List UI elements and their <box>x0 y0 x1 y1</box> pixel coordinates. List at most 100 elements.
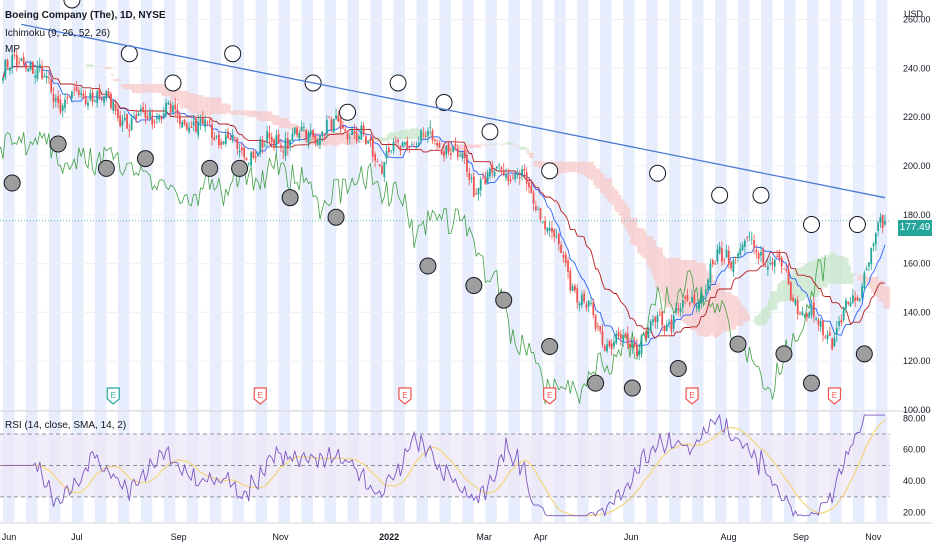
candle-body <box>93 100 96 102</box>
cloud-segment <box>802 265 806 301</box>
cloud-segment <box>106 66 110 69</box>
week-stripe <box>692 0 704 522</box>
cloud-segment <box>597 168 601 189</box>
cloud-segment <box>760 308 764 326</box>
cloud-segment <box>678 257 682 318</box>
cloud-segment <box>586 161 590 179</box>
candle-body <box>445 145 448 155</box>
candle-body <box>174 104 177 110</box>
candle-body <box>355 132 358 141</box>
cloud-segment <box>264 111 268 122</box>
candle-body <box>838 321 840 326</box>
candle-body <box>548 228 551 231</box>
candle-body <box>479 179 482 191</box>
cloud-segment <box>260 111 264 122</box>
cloud-segment <box>143 83 146 93</box>
cloud-segment <box>379 137 383 141</box>
cloud-segment <box>721 289 725 332</box>
cloud-segment <box>462 144 466 154</box>
mp-circle-filled <box>541 338 559 356</box>
cloud-segment <box>131 83 135 93</box>
candle-body <box>312 130 314 138</box>
candle-body <box>592 302 595 315</box>
candle-body <box>803 314 806 315</box>
candle-body <box>626 333 629 345</box>
cloud-segment <box>540 160 544 169</box>
chart-title: Boeing Company (The), 1D, NYSE <box>5 10 166 21</box>
cloud-segment <box>129 83 133 90</box>
cloud-segment <box>680 259 684 322</box>
mp-legend[interactable]: MP <box>5 44 20 55</box>
candle-body <box>153 121 156 123</box>
candle-body <box>133 116 135 118</box>
cloud-segment <box>593 165 597 186</box>
mp-circle-hollow <box>848 216 866 234</box>
candle-body <box>773 259 776 267</box>
cloud-segment <box>487 144 491 146</box>
cloud-segment <box>276 115 280 126</box>
candle-body <box>677 308 680 311</box>
cloud-segment <box>602 174 606 195</box>
candle-body <box>530 185 533 194</box>
cloud-segment <box>822 257 826 288</box>
candle-body <box>155 117 158 120</box>
cloud-segment <box>395 131 399 140</box>
candle-body <box>716 249 719 262</box>
candle-body <box>199 118 202 124</box>
candle-body <box>64 99 66 108</box>
cloud-segment <box>724 292 728 332</box>
cloud-segment <box>340 132 344 144</box>
cloud-segment <box>623 201 626 227</box>
cloud-segment <box>818 258 822 294</box>
candle-body <box>270 136 273 143</box>
cloud-segment <box>156 83 160 93</box>
candle-body <box>815 317 817 320</box>
candle-body <box>369 138 372 142</box>
cloud-segment <box>499 143 502 145</box>
candle-body <box>218 134 220 146</box>
cloud-segment <box>508 141 512 145</box>
y-tick-label: 220.00 <box>903 112 931 122</box>
cloud-segment <box>510 141 514 145</box>
y-tick-label: 200.00 <box>903 161 931 171</box>
rsi-legend[interactable]: RSI (14, close, SMA, 14, 2) <box>5 420 127 431</box>
cloud-segment <box>283 118 287 129</box>
mp-circle-filled <box>803 374 820 392</box>
week-stripe <box>186 0 199 522</box>
cloud-segment <box>122 83 126 90</box>
candle-body <box>13 55 16 57</box>
candle-body <box>404 142 406 145</box>
candle-body <box>71 91 73 99</box>
candle-body <box>215 136 218 138</box>
candle-body <box>835 328 838 335</box>
cloud-segment <box>563 161 567 173</box>
candle-body <box>6 60 9 68</box>
mp-circle-filled <box>669 360 687 378</box>
cloud-segment <box>439 140 443 144</box>
candle-body <box>449 153 452 156</box>
cloud-segment <box>232 110 236 116</box>
cloud-segment <box>687 259 691 327</box>
y-tick-label: 160.00 <box>903 259 931 269</box>
candle-body <box>116 108 119 119</box>
candle-body <box>91 92 94 102</box>
cloud-segment <box>175 83 179 101</box>
cloud-segment <box>423 131 427 140</box>
rsi-ma-line <box>3 419 886 517</box>
candle-body <box>410 144 413 145</box>
candle-body <box>286 138 289 149</box>
candle-body <box>96 91 99 104</box>
cloud-segment <box>257 111 261 121</box>
cloud-segment <box>873 276 877 296</box>
cloud-segment <box>632 217 636 246</box>
candle-body <box>578 303 581 306</box>
candle-body <box>686 295 689 301</box>
candle-body <box>266 131 269 142</box>
cloud-segment <box>388 132 392 140</box>
candle-body <box>743 240 746 247</box>
candle-body <box>381 165 383 174</box>
candle-body <box>146 116 149 119</box>
x-tick-label: Nov <box>865 532 882 542</box>
ichimoku-legend[interactable]: Ichimoku (9, 26, 52, 26) <box>5 28 111 39</box>
